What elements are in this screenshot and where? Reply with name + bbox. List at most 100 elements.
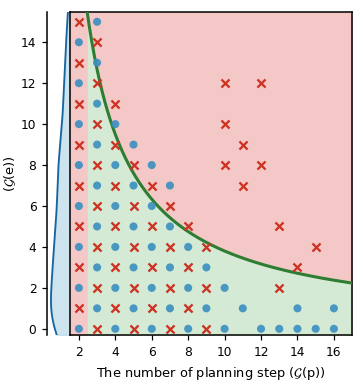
Point — [331, 326, 337, 332]
Point — [258, 80, 264, 86]
Point — [313, 244, 319, 250]
Point — [94, 264, 100, 271]
Point — [76, 162, 82, 168]
Point — [167, 203, 173, 209]
Point — [185, 326, 191, 332]
Point — [149, 244, 155, 250]
Point — [222, 80, 228, 86]
Point — [240, 142, 246, 148]
Point — [76, 60, 82, 66]
Point — [94, 100, 100, 107]
Point — [204, 264, 209, 271]
Point — [113, 182, 118, 189]
Point — [76, 244, 82, 250]
Point — [76, 203, 82, 209]
Point — [222, 285, 228, 291]
Point — [94, 244, 100, 250]
Point — [131, 162, 136, 168]
Point — [113, 142, 118, 148]
Point — [94, 142, 100, 148]
Point — [149, 223, 155, 229]
Point — [167, 326, 173, 332]
Point — [149, 305, 155, 311]
Point — [313, 326, 319, 332]
X-axis label: The number of planning step ($\mathcal{G}$(p)): The number of planning step ($\mathcal{G… — [96, 365, 326, 382]
Point — [222, 121, 228, 127]
Point — [222, 162, 228, 168]
Point — [113, 326, 118, 332]
Point — [294, 264, 300, 271]
Point — [76, 39, 82, 45]
Point — [204, 326, 209, 332]
Point — [76, 223, 82, 229]
Point — [94, 223, 100, 229]
Point — [113, 305, 118, 311]
Point — [131, 264, 136, 271]
Point — [149, 326, 155, 332]
Point — [258, 326, 264, 332]
Y-axis label: The number of medical entity
($\mathcal{G}$(e)): The number of medical entity ($\mathcal{… — [0, 76, 18, 271]
Point — [76, 182, 82, 189]
Point — [149, 162, 155, 168]
Point — [185, 305, 191, 311]
Point — [294, 326, 300, 332]
Point — [240, 182, 246, 189]
Point — [149, 182, 155, 189]
Point — [185, 223, 191, 229]
Point — [76, 305, 82, 311]
Point — [131, 326, 136, 332]
Point — [76, 100, 82, 107]
Point — [131, 244, 136, 250]
Point — [113, 162, 118, 168]
Point — [204, 305, 209, 311]
Point — [94, 326, 100, 332]
Point — [94, 39, 100, 45]
Point — [131, 182, 136, 189]
Point — [167, 182, 173, 189]
Point — [76, 80, 82, 86]
Point — [149, 285, 155, 291]
Point — [276, 326, 282, 332]
Point — [222, 326, 228, 332]
Point — [113, 203, 118, 209]
Point — [185, 285, 191, 291]
Point — [149, 203, 155, 209]
Point — [167, 285, 173, 291]
Point — [131, 142, 136, 148]
Point — [94, 121, 100, 127]
Point — [76, 285, 82, 291]
Point — [167, 305, 173, 311]
Point — [294, 305, 300, 311]
Point — [76, 19, 82, 25]
Point — [167, 264, 173, 271]
Point — [185, 244, 191, 250]
Point — [113, 285, 118, 291]
Point — [240, 305, 246, 311]
Point — [94, 19, 100, 25]
Point — [204, 285, 209, 291]
Point — [94, 162, 100, 168]
Point — [113, 264, 118, 271]
Point — [131, 305, 136, 311]
Point — [113, 121, 118, 127]
Point — [94, 203, 100, 209]
Point — [113, 244, 118, 250]
Point — [276, 223, 282, 229]
Point — [76, 121, 82, 127]
Point — [76, 326, 82, 332]
Point — [331, 305, 337, 311]
Point — [131, 223, 136, 229]
Point — [276, 285, 282, 291]
Point — [94, 305, 100, 311]
Point — [76, 264, 82, 271]
Point — [94, 60, 100, 66]
Point — [167, 244, 173, 250]
Point — [76, 142, 82, 148]
Point — [258, 162, 264, 168]
Point — [113, 223, 118, 229]
Point — [94, 285, 100, 291]
Point — [204, 244, 209, 250]
Point — [185, 264, 191, 271]
Point — [167, 223, 173, 229]
Point — [94, 80, 100, 86]
